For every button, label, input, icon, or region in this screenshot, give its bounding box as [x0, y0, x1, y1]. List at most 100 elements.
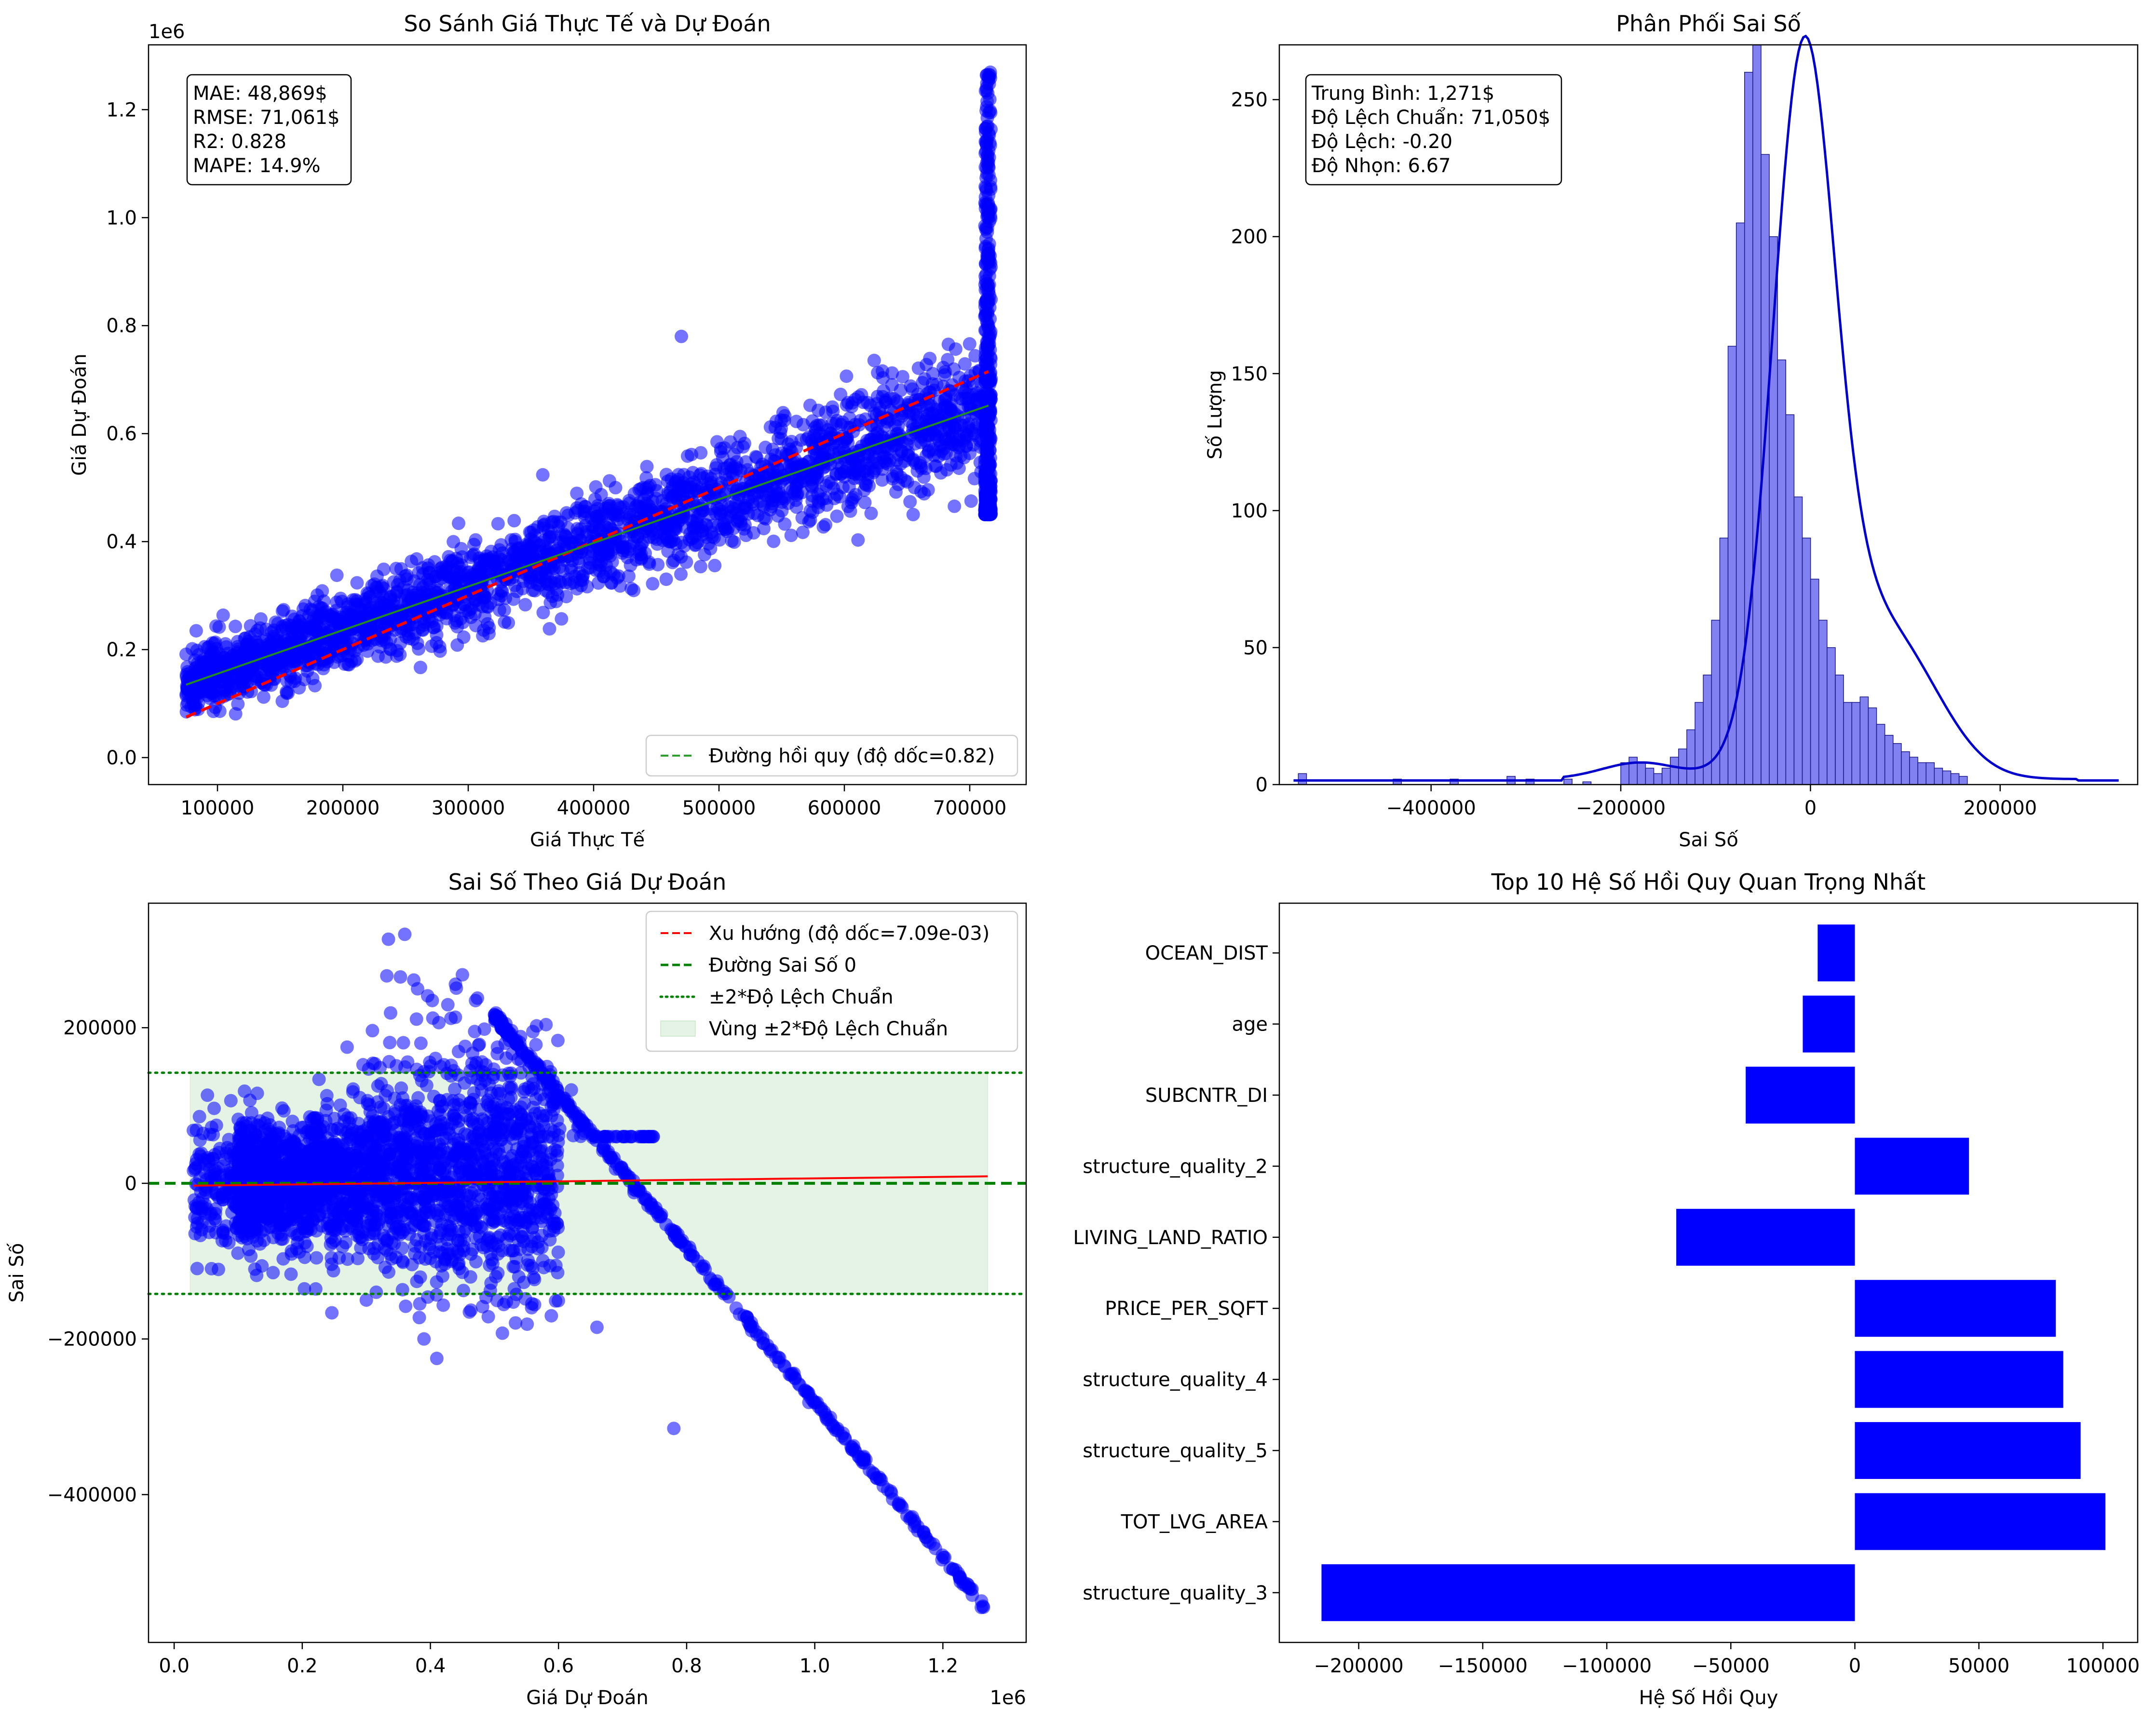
data-point	[666, 556, 679, 569]
data-point	[518, 598, 532, 611]
x-tick-label: 600000	[808, 797, 881, 819]
y-axis-label: Giá Dự Đoán	[68, 353, 91, 476]
data-point	[964, 494, 978, 508]
data-point	[746, 495, 759, 508]
data-point	[940, 463, 954, 476]
data-point	[843, 504, 857, 518]
data-point	[336, 616, 350, 629]
data-point	[251, 1086, 264, 1100]
x-tick-label: −200000	[1576, 797, 1666, 819]
data-point	[464, 1247, 478, 1261]
data-point	[187, 698, 201, 711]
histogram-bar	[1819, 620, 1827, 785]
data-point	[789, 415, 803, 428]
y-offset-label: 1e6	[149, 21, 185, 43]
histogram-bar	[1736, 223, 1745, 785]
data-point	[544, 1309, 558, 1323]
data-point	[739, 455, 753, 469]
data-point	[261, 1112, 274, 1125]
histogram-bar	[1777, 360, 1786, 785]
data-point	[731, 441, 744, 454]
data-point	[555, 612, 568, 625]
data-point	[679, 480, 693, 494]
data-point	[502, 616, 515, 630]
data-point	[928, 460, 942, 473]
data-point	[982, 319, 995, 332]
data-point	[892, 478, 905, 491]
data-point	[569, 506, 582, 520]
data-point	[907, 508, 920, 521]
data-point	[978, 353, 992, 367]
data-point	[922, 445, 936, 459]
data-point	[767, 535, 780, 548]
data-point	[775, 492, 788, 505]
data-point	[562, 573, 575, 586]
x-tick-label: 300000	[432, 797, 505, 819]
data-point	[728, 535, 741, 549]
data-point	[482, 621, 496, 635]
data-point	[894, 457, 908, 471]
data-point	[980, 138, 993, 152]
data-point	[963, 337, 976, 351]
histogram-bar	[1637, 763, 1645, 785]
data-point	[284, 1267, 298, 1281]
data-point	[502, 1227, 516, 1240]
histogram-bar	[1629, 757, 1637, 785]
data-point	[681, 449, 694, 463]
data-point	[285, 619, 298, 633]
data-point	[896, 370, 909, 383]
data-point	[942, 338, 955, 351]
data-point	[551, 1034, 565, 1047]
y-tick-label: 100	[1231, 500, 1268, 522]
data-point	[257, 691, 271, 704]
data-point	[444, 554, 457, 567]
y-tick-label: 0.8	[106, 315, 137, 337]
data-point	[731, 515, 744, 528]
data-point	[507, 514, 521, 528]
data-point	[907, 454, 920, 467]
histogram-bar	[1860, 697, 1868, 785]
data-point	[926, 367, 939, 380]
data-point	[885, 378, 899, 392]
x-tick-label: 500000	[682, 797, 756, 819]
stats-line: Độ Lệch Chuẩn: 71,050$	[1312, 107, 1550, 129]
data-point	[911, 388, 925, 401]
data-point	[543, 596, 557, 610]
histogram-bar	[1298, 773, 1306, 785]
x-axis-label: Giá Thực Tế	[530, 829, 645, 851]
data-point	[469, 619, 483, 632]
data-point	[982, 458, 996, 472]
data-point	[190, 624, 203, 637]
histogram-bar	[1926, 763, 1934, 785]
data-point	[583, 556, 597, 569]
histogram-bar	[1662, 768, 1670, 785]
data-point	[425, 639, 438, 653]
data-point	[789, 478, 803, 491]
chart-title: So Sánh Giá Thực Tế và Dự Đoán	[404, 11, 771, 37]
legend: Đường hồi quy (độ dốc=0.82)	[646, 735, 1017, 776]
x-axis-label: Sai Số	[1679, 829, 1738, 851]
data-point	[306, 615, 319, 628]
data-point	[826, 405, 840, 418]
histogram-bar	[1753, 45, 1761, 785]
y-tick-label: 150	[1231, 363, 1268, 385]
data-point	[982, 470, 996, 484]
data-point	[639, 471, 653, 485]
histogram-bar	[1852, 703, 1860, 785]
data-point	[627, 583, 640, 597]
data-point	[541, 570, 554, 583]
data-point	[978, 180, 992, 193]
data-point	[820, 498, 833, 512]
data-point	[248, 627, 262, 641]
y-tick-label: 1.2	[106, 99, 137, 121]
stats-line: MAPE: 14.9%	[193, 155, 321, 177]
data-point	[246, 672, 259, 685]
data-point	[824, 476, 838, 490]
histogram-bar	[1621, 763, 1629, 785]
data-point	[851, 533, 865, 547]
data-point	[660, 572, 673, 586]
data-point	[213, 620, 226, 634]
data-point	[229, 620, 242, 633]
data-point	[457, 1284, 470, 1297]
y-tick-label: 0	[1256, 774, 1268, 796]
